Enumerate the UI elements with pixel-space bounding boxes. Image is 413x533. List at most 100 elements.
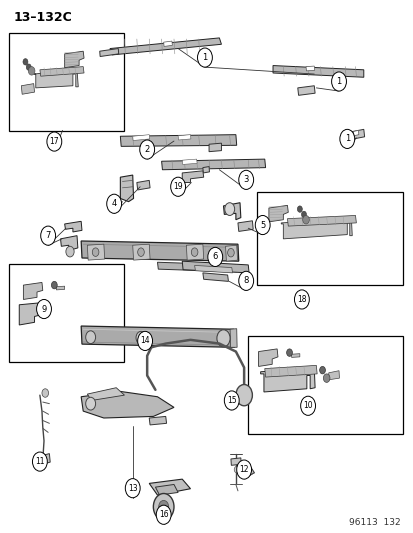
Polygon shape	[33, 70, 78, 88]
Circle shape	[47, 132, 62, 151]
Circle shape	[238, 271, 253, 290]
Bar	[256, 192, 402, 285]
Polygon shape	[202, 273, 228, 281]
Polygon shape	[202, 166, 209, 173]
Text: 16: 16	[159, 510, 168, 519]
Polygon shape	[137, 180, 150, 190]
Polygon shape	[87, 244, 104, 260]
Text: 3: 3	[243, 175, 248, 184]
Polygon shape	[149, 416, 166, 425]
Circle shape	[138, 332, 152, 351]
Circle shape	[301, 211, 306, 217]
Polygon shape	[182, 261, 249, 273]
Text: 18: 18	[297, 295, 306, 304]
Polygon shape	[291, 354, 299, 358]
Circle shape	[156, 505, 171, 524]
Circle shape	[300, 396, 315, 415]
Text: 11: 11	[35, 457, 45, 466]
Text: 19: 19	[173, 182, 183, 191]
Polygon shape	[81, 391, 173, 418]
Polygon shape	[133, 244, 150, 260]
Circle shape	[26, 64, 31, 70]
Circle shape	[227, 248, 234, 257]
Polygon shape	[149, 479, 190, 495]
Circle shape	[302, 215, 309, 224]
Circle shape	[197, 48, 212, 67]
Circle shape	[255, 215, 269, 235]
Text: 5: 5	[259, 221, 265, 230]
Polygon shape	[110, 38, 221, 55]
Circle shape	[216, 330, 230, 347]
Circle shape	[224, 391, 239, 410]
Polygon shape	[56, 286, 64, 290]
Circle shape	[207, 247, 222, 266]
Polygon shape	[280, 219, 351, 239]
Circle shape	[236, 460, 251, 479]
Circle shape	[85, 331, 95, 344]
Circle shape	[23, 59, 28, 65]
Text: 17: 17	[50, 137, 59, 146]
Polygon shape	[209, 143, 221, 152]
Polygon shape	[186, 244, 203, 260]
Polygon shape	[268, 205, 287, 222]
Polygon shape	[19, 303, 43, 325]
Polygon shape	[133, 135, 149, 141]
Bar	[248, 336, 402, 434]
Polygon shape	[353, 131, 358, 136]
Circle shape	[235, 384, 252, 406]
Polygon shape	[347, 130, 364, 140]
Polygon shape	[194, 265, 232, 273]
Circle shape	[158, 500, 168, 513]
Polygon shape	[161, 159, 265, 169]
Polygon shape	[40, 67, 84, 76]
Polygon shape	[237, 221, 253, 231]
Polygon shape	[87, 387, 124, 400]
Text: 13: 13	[128, 483, 137, 492]
Text: 9: 9	[41, 304, 47, 313]
Polygon shape	[37, 454, 50, 465]
Text: 96113  132: 96113 132	[349, 518, 400, 527]
Circle shape	[28, 67, 35, 75]
Circle shape	[224, 203, 234, 215]
Circle shape	[319, 367, 325, 374]
Text: 1: 1	[202, 53, 207, 62]
Circle shape	[294, 290, 309, 309]
Circle shape	[138, 248, 144, 256]
Bar	[9, 264, 124, 362]
Polygon shape	[223, 203, 240, 220]
Circle shape	[136, 332, 145, 344]
Circle shape	[153, 494, 173, 520]
Circle shape	[51, 281, 57, 289]
Polygon shape	[230, 329, 237, 348]
Circle shape	[234, 466, 239, 473]
Polygon shape	[157, 262, 236, 272]
Polygon shape	[287, 215, 356, 226]
Circle shape	[238, 170, 253, 189]
Polygon shape	[225, 245, 237, 261]
Circle shape	[125, 479, 140, 498]
Polygon shape	[100, 49, 119, 56]
Polygon shape	[272, 66, 363, 77]
Circle shape	[40, 226, 55, 245]
Bar	[9, 33, 124, 131]
Polygon shape	[64, 221, 82, 232]
Text: 7: 7	[45, 231, 51, 240]
Circle shape	[140, 140, 154, 159]
Polygon shape	[120, 175, 133, 201]
Text: 4: 4	[111, 199, 116, 208]
Circle shape	[107, 194, 121, 213]
Polygon shape	[305, 66, 314, 71]
Text: 8: 8	[243, 276, 248, 285]
Polygon shape	[64, 51, 84, 68]
Circle shape	[42, 389, 48, 397]
Circle shape	[92, 248, 99, 256]
Polygon shape	[182, 159, 197, 165]
Text: 15: 15	[226, 396, 236, 405]
Text: 1: 1	[336, 77, 341, 86]
Polygon shape	[264, 366, 316, 377]
Polygon shape	[178, 135, 190, 140]
Polygon shape	[242, 463, 254, 476]
Text: 14: 14	[140, 336, 150, 345]
Polygon shape	[155, 484, 178, 495]
Text: 1: 1	[344, 134, 349, 143]
